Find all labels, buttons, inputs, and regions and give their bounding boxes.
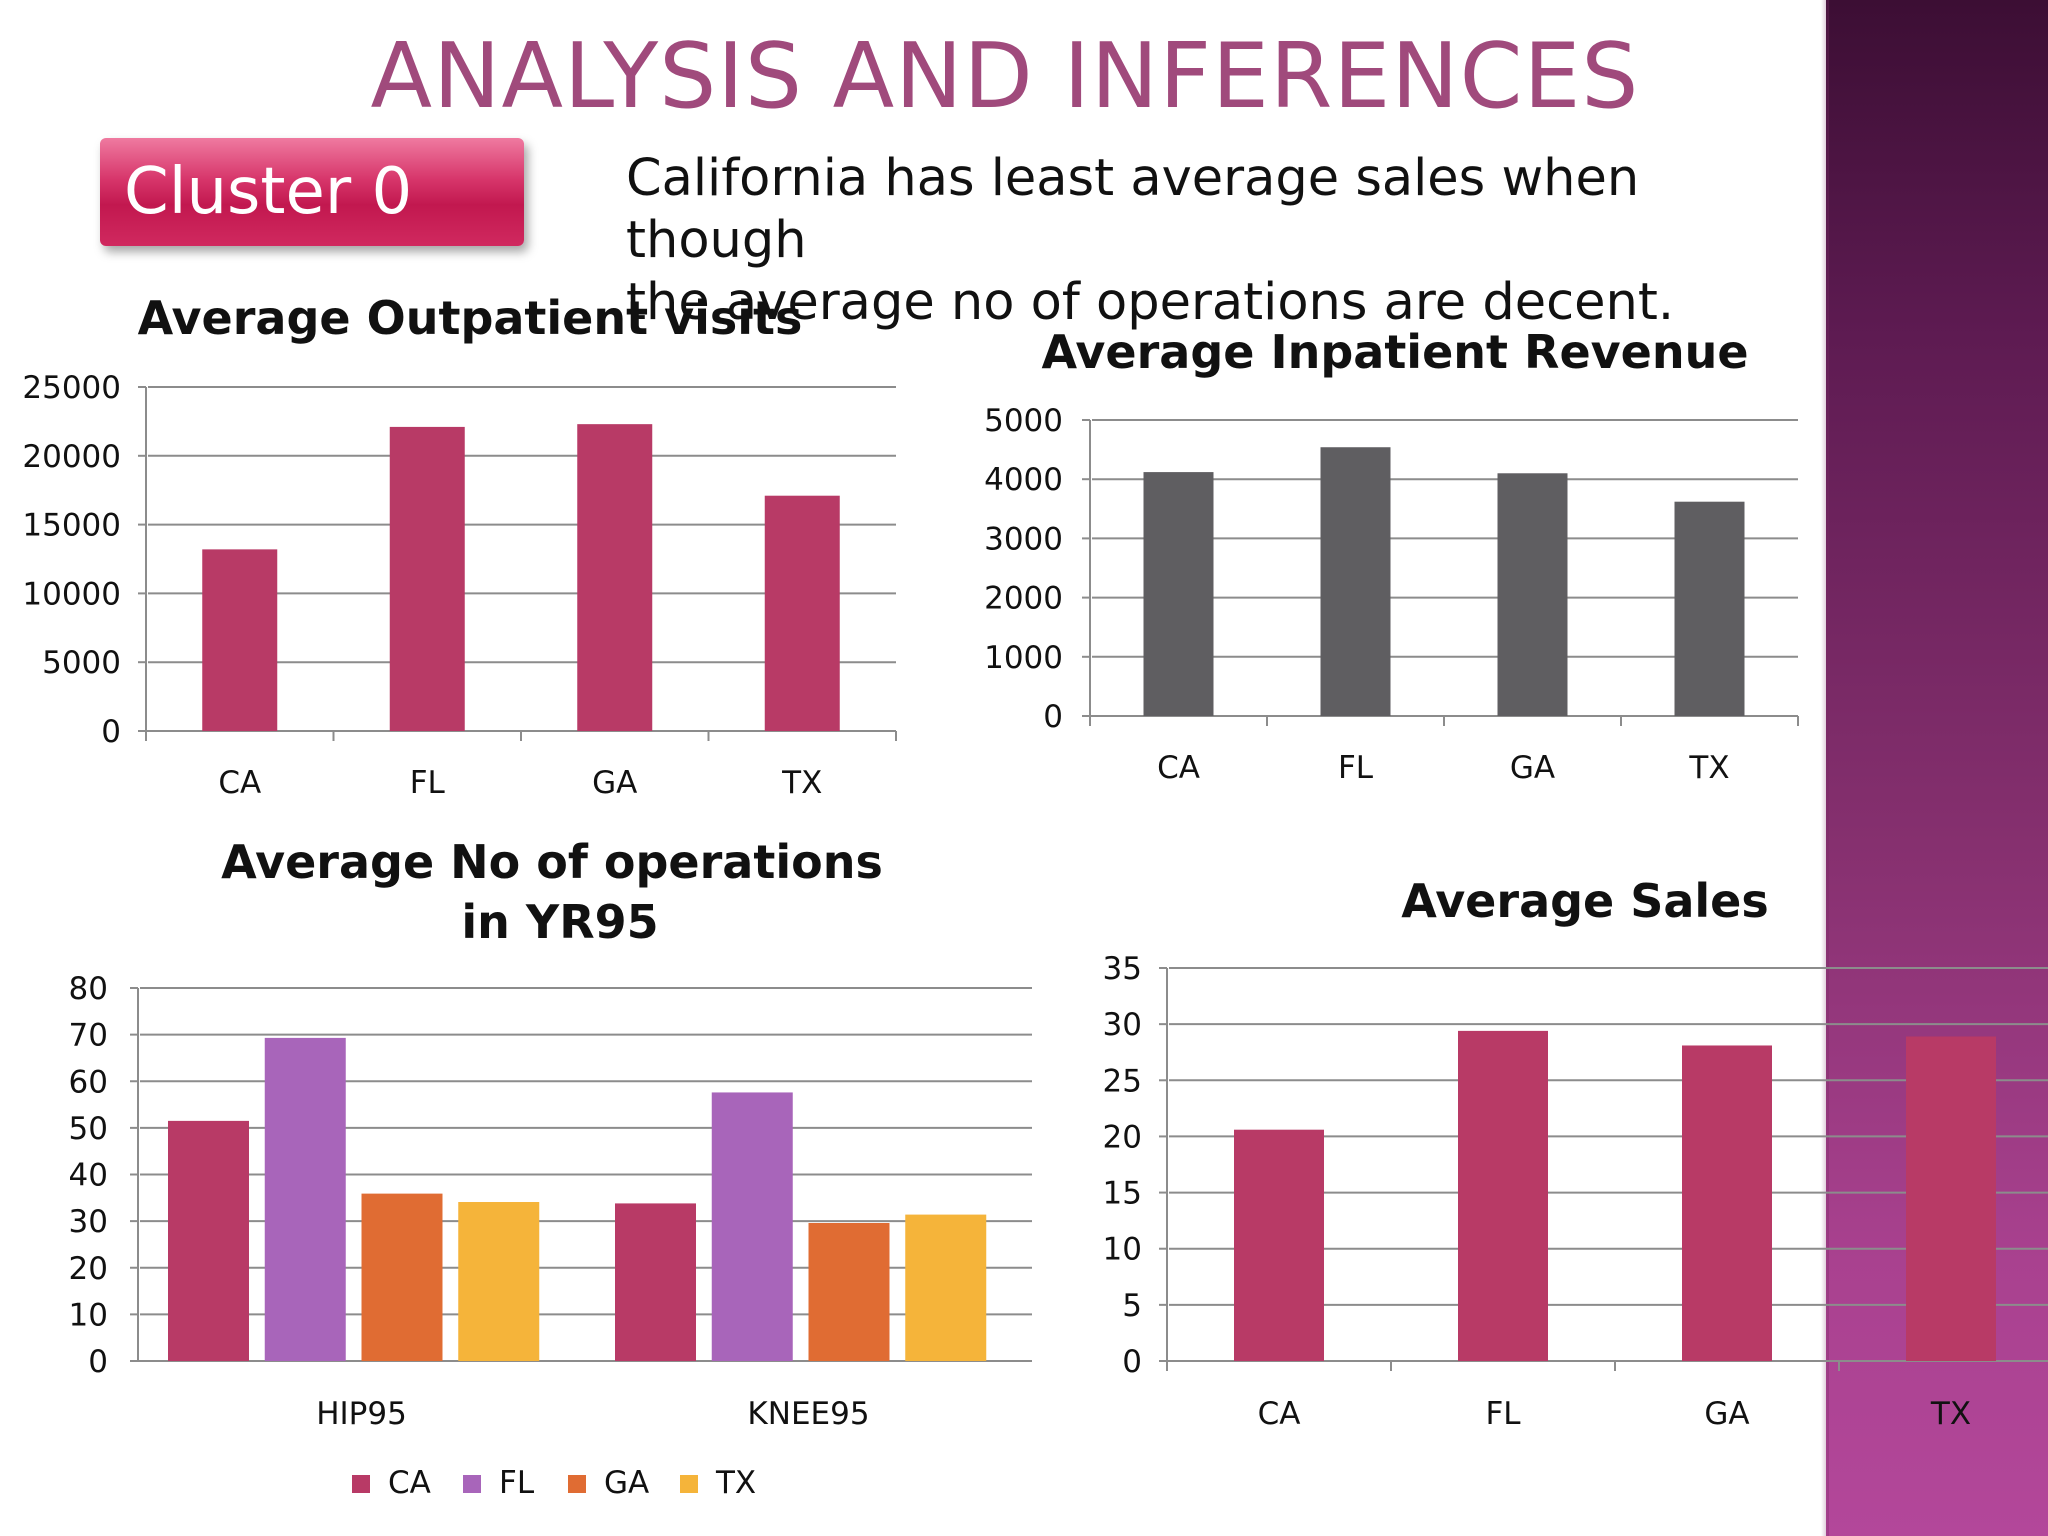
y-tick-label: 70 bbox=[69, 1018, 108, 1054]
y-tick-label: 30 bbox=[1103, 1007, 1142, 1043]
chart-title-line-1: Average No of operations bbox=[221, 835, 883, 889]
bar-hip95-tx bbox=[458, 1202, 540, 1361]
y-tick-label: 40 bbox=[69, 1158, 108, 1194]
x-category-label: FL bbox=[1338, 750, 1374, 786]
chart-title: Average Outpatient visits bbox=[138, 291, 803, 345]
bar-hip95-ca bbox=[168, 1120, 249, 1361]
y-tick-label: 5 bbox=[1122, 1288, 1142, 1324]
y-tick-label: 15 bbox=[1103, 1176, 1142, 1212]
cluster-label: Cluster 0 bbox=[124, 155, 413, 229]
bar-hip95-fl bbox=[264, 1037, 346, 1361]
y-tick-label: 20 bbox=[69, 1251, 108, 1287]
side-band-edge bbox=[1821, 0, 1829, 1536]
y-tick-label: 35 bbox=[1103, 951, 1142, 987]
y-tick-label: 2000 bbox=[984, 581, 1063, 617]
bar-knee95-tx bbox=[905, 1214, 987, 1361]
slide-title: ANALYSIS AND INFERENCES bbox=[370, 24, 1640, 129]
x-category-label: TX bbox=[1930, 1396, 1971, 1432]
chart-title: Average Sales bbox=[1401, 874, 1769, 928]
y-tick-label: 5000 bbox=[984, 403, 1063, 439]
y-tick-label: 25000 bbox=[22, 370, 121, 406]
y-tick-label: 50 bbox=[69, 1111, 108, 1147]
bar-ca bbox=[1234, 1129, 1324, 1361]
bar-hip95-ga bbox=[361, 1193, 443, 1361]
bar-ca bbox=[1143, 472, 1214, 716]
x-category-label: GA bbox=[592, 765, 637, 801]
y-tick-label: 10 bbox=[1103, 1232, 1142, 1268]
y-tick-label: 0 bbox=[88, 1344, 108, 1380]
bar-fl bbox=[1320, 447, 1391, 716]
bar-tx bbox=[764, 495, 840, 731]
legend-swatch-fl bbox=[463, 1475, 481, 1493]
y-tick-label: 20 bbox=[1103, 1119, 1142, 1155]
x-category-label: TX bbox=[1688, 750, 1729, 786]
bar-ga bbox=[1497, 473, 1568, 716]
y-tick-label: 10 bbox=[69, 1297, 108, 1333]
x-category-label: GA bbox=[1510, 750, 1555, 786]
x-category-label: CA bbox=[1258, 1396, 1301, 1432]
legend-label-ca: CA bbox=[388, 1465, 431, 1501]
bar-ga bbox=[577, 424, 653, 731]
x-category-label: KNEE95 bbox=[747, 1396, 869, 1432]
y-tick-label: 10000 bbox=[22, 576, 121, 612]
bar-knee95-ca bbox=[615, 1203, 696, 1361]
y-tick-label: 4000 bbox=[984, 462, 1063, 498]
y-tick-label: 0 bbox=[101, 714, 121, 750]
y-tick-label: 0 bbox=[1122, 1344, 1142, 1380]
y-tick-label: 20000 bbox=[22, 439, 121, 475]
legend-label-fl: FL bbox=[499, 1465, 535, 1501]
legend-swatch-ca bbox=[352, 1475, 370, 1493]
bar-knee95-ga bbox=[808, 1222, 890, 1361]
y-tick-label: 3000 bbox=[984, 521, 1063, 557]
y-tick-label: 1000 bbox=[984, 640, 1063, 676]
x-category-label: TX bbox=[781, 765, 822, 801]
y-tick-label: 60 bbox=[69, 1064, 108, 1100]
y-tick-label: 5000 bbox=[42, 645, 121, 681]
caption: California has least average sales when … bbox=[626, 148, 1776, 334]
y-tick-label: 30 bbox=[69, 1204, 108, 1240]
x-category-label: FL bbox=[410, 765, 446, 801]
bar-fl bbox=[389, 426, 465, 731]
chart-title-line-2: in YR95 bbox=[461, 895, 658, 949]
cluster-badge: Cluster 0 bbox=[100, 138, 524, 246]
x-category-label: HIP95 bbox=[316, 1396, 407, 1432]
bar-tx bbox=[1674, 501, 1745, 716]
legend-swatch-tx bbox=[680, 1475, 698, 1493]
bar-knee95-fl bbox=[711, 1092, 793, 1361]
x-category-label: CA bbox=[1157, 750, 1200, 786]
bar-tx bbox=[1906, 1036, 1996, 1361]
bar-fl bbox=[1458, 1030, 1548, 1361]
bar-ca bbox=[202, 549, 278, 731]
legend-label-tx: TX bbox=[715, 1465, 756, 1501]
x-category-label: CA bbox=[218, 765, 261, 801]
chart-title: Average Inpatient Revenue bbox=[1041, 325, 1748, 379]
legend-swatch-ga bbox=[568, 1475, 586, 1493]
y-tick-label: 25 bbox=[1103, 1063, 1142, 1099]
y-tick-label: 80 bbox=[69, 971, 108, 1007]
y-tick-label: 15000 bbox=[22, 508, 121, 544]
x-category-label: GA bbox=[1704, 1396, 1749, 1432]
bar-ga bbox=[1682, 1045, 1772, 1361]
caption-line-2: the average no of operations are decent. bbox=[626, 273, 1675, 332]
x-category-label: FL bbox=[1485, 1396, 1521, 1432]
caption-line-1: California has least average sales when … bbox=[626, 149, 1640, 270]
legend-label-ga: GA bbox=[604, 1465, 649, 1501]
y-tick-label: 0 bbox=[1043, 699, 1063, 735]
